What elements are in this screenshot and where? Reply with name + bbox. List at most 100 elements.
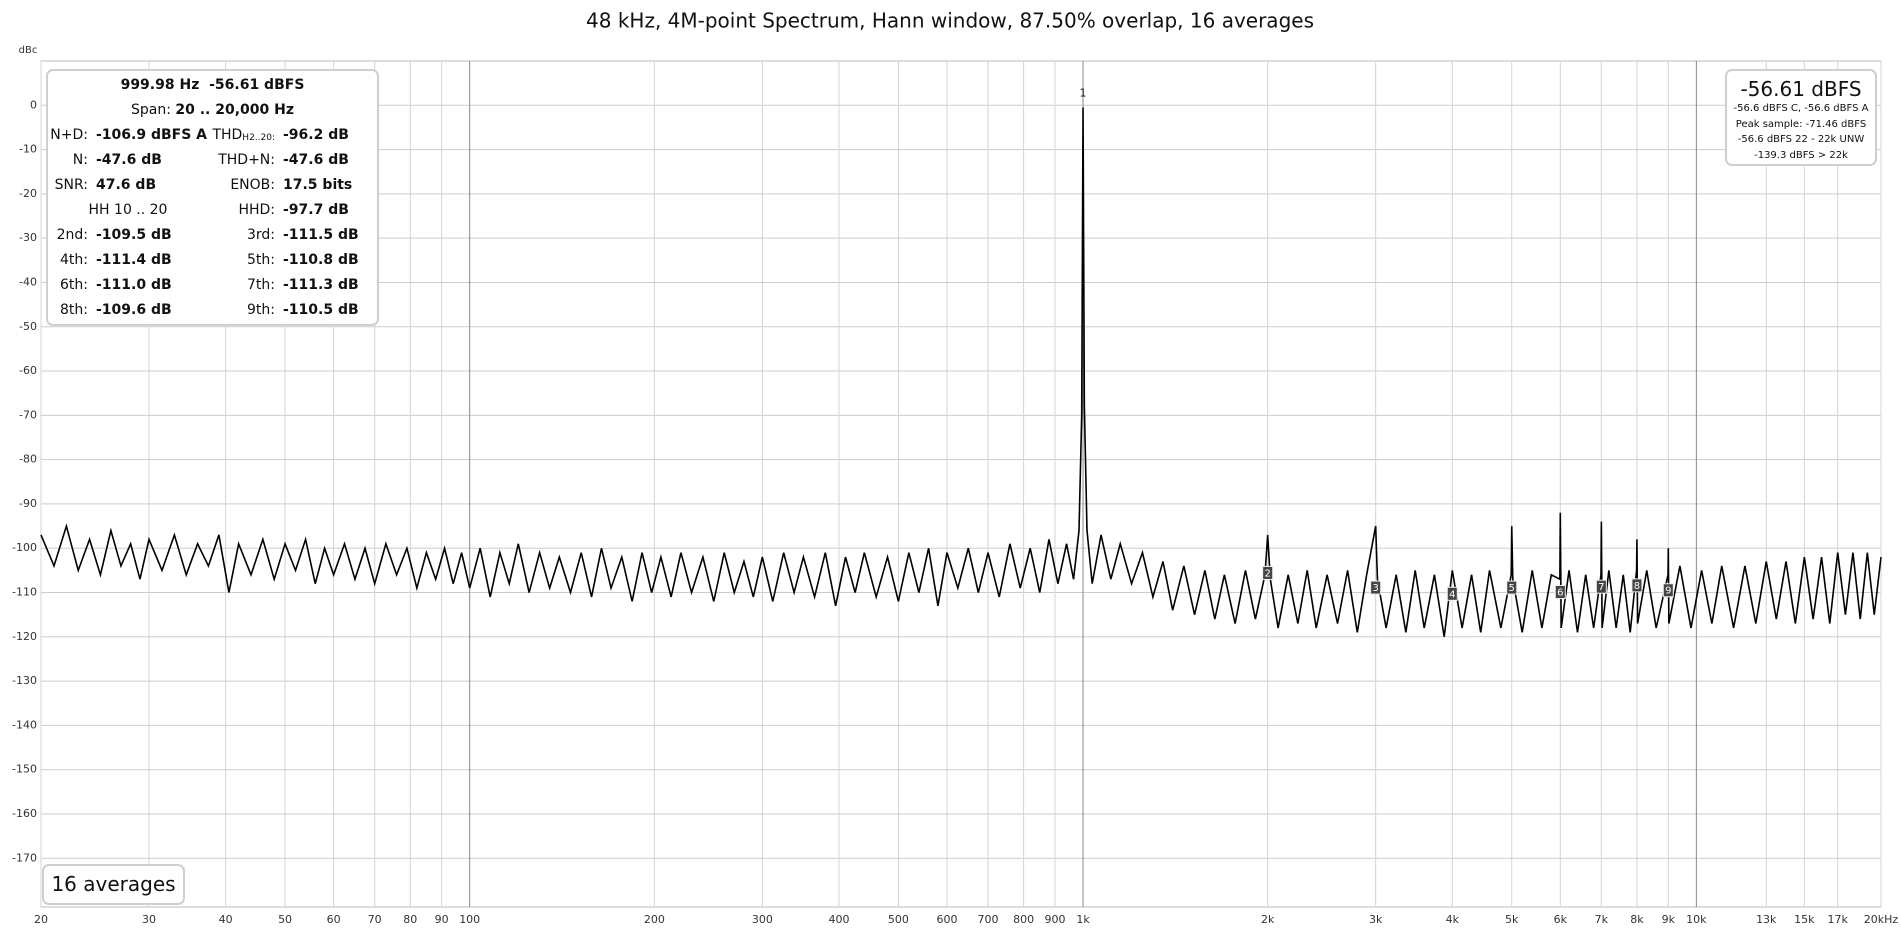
row-label-text: ENOB: [230, 177, 275, 193]
row-value: -110.8 dB [283, 252, 359, 268]
y-tick-label: -170 [12, 851, 37, 864]
x-tick-label: 13k [1756, 913, 1777, 926]
row-label: 9th: [247, 302, 275, 318]
row-label-text: 3rd: [246, 227, 275, 243]
marker-label: 5 [1509, 583, 1515, 594]
row-value: -97.7 dB [283, 202, 349, 218]
row-label-text: 4th: [60, 252, 88, 268]
x-tick-label: 600 [936, 913, 957, 926]
row-label: N+D: [50, 127, 88, 143]
x-tick-label: 60 [327, 913, 341, 926]
x-tick-label: 1k [1076, 913, 1090, 926]
row-value: 47.6 dB [96, 177, 157, 193]
marker-box [1446, 586, 1458, 601]
row-label-sub: H2..20: [242, 133, 275, 143]
level-line: -56.6 dBFS C, -56.6 dBFS A [1733, 103, 1869, 114]
x-tick-label: 200 [644, 913, 665, 926]
x-tick-label: 17k [1828, 913, 1849, 926]
y-tick-label: -160 [12, 807, 37, 820]
x-tick-label: 40 [219, 913, 233, 926]
row-label: 4th: [60, 252, 88, 268]
row-label: ENOB: [230, 177, 275, 193]
y-tick-label: -30 [19, 231, 37, 244]
row-label-text: SNR: [54, 177, 88, 193]
level-value: -56.61 dBFS [1740, 77, 1862, 101]
row-label-text: HHD: [238, 202, 275, 218]
marker-box [1662, 583, 1674, 598]
y-tick-label: -40 [19, 275, 37, 288]
y-tick-label: 0 [30, 98, 37, 111]
x-tick-label: 20kHz [1864, 913, 1899, 926]
y-tick-label: -80 [19, 453, 37, 466]
marker-box [1262, 565, 1274, 580]
marker-box [1631, 578, 1643, 593]
x-tick-label: 80 [403, 913, 417, 926]
row-label: HH 10 .. 20 [88, 202, 168, 218]
y-tick-label: -150 [12, 763, 37, 776]
row-label-text: 9th: [247, 302, 275, 318]
row-label-text: 6th: [60, 277, 88, 293]
row-value: -109.6 dB [96, 302, 172, 318]
row-label: SNR: [55, 177, 88, 193]
y-tick-label: -140 [12, 718, 37, 731]
x-tick-label: 70 [368, 913, 382, 926]
row-value: -111.4 dB [96, 252, 172, 268]
row-label-text: THD+N: [218, 152, 275, 168]
row-value: -111.0 dB [96, 277, 172, 293]
row-label: 7th: [247, 277, 275, 293]
y-tick-label: -100 [12, 541, 37, 554]
row-label: 8th: [60, 302, 88, 318]
level-line: Peak sample: -71.46 dBFS [1735, 118, 1867, 130]
marker-box [1554, 585, 1566, 600]
marker-label: 6 [1557, 588, 1563, 599]
marker-label: 2 [1264, 568, 1270, 579]
x-tick-label: 4k [1446, 913, 1460, 926]
chart-title: 48 kHz, 4M-point Spectrum, Hann window, … [586, 9, 1314, 33]
row-label-text: N: [72, 152, 88, 168]
x-tick-label: 8k [1630, 913, 1644, 926]
row-value: 17.5 bits [283, 177, 353, 193]
row-label-text: 2nd: [56, 227, 88, 243]
y-tick-label: -130 [12, 674, 37, 687]
x-tick-label: 20 [34, 913, 48, 926]
spectrum-line [40, 107, 1882, 637]
x-tick-label: 300 [752, 913, 773, 926]
marker-label: 8 [1634, 581, 1640, 592]
x-tick-label: 900 [1044, 913, 1065, 926]
row-label-text: N+D: [50, 127, 88, 143]
marker-label: 3 [1372, 583, 1378, 594]
level-panel: -56.61 dBFS -56.6 dBFS C, -56.6 dBFS A Pe… [1725, 69, 1877, 166]
row-label: HHD: [238, 202, 275, 218]
y-tick-label: -60 [19, 364, 37, 377]
x-tick-label: 500 [888, 913, 909, 926]
row-label-text: 8th: [60, 302, 88, 318]
x-tick-label: 6k [1554, 913, 1568, 926]
row-label: 6th: [60, 277, 88, 293]
row-value: -111.3 dB [283, 277, 359, 293]
row-label: THD+N: [218, 152, 275, 168]
x-tick-label: 30 [142, 913, 156, 926]
row-value: -111.5 dB [283, 227, 359, 243]
y-axis-label: dBc [19, 45, 38, 56]
y-tick-label: -10 [19, 143, 37, 156]
marker-box [1370, 580, 1382, 595]
row-value: -96.2 dB [283, 127, 349, 143]
row-label-text: 5th: [247, 252, 275, 268]
marker-label: 7 [1598, 582, 1604, 593]
y-tick-label: -110 [12, 586, 37, 599]
span-label: Span: [130, 102, 171, 118]
row-label-text: THD [212, 127, 243, 143]
row-value: -109.5 dB [96, 227, 172, 243]
span-line: Span: 20 .. 20,000 Hz [48, 102, 377, 118]
span-value: 20 .. 20,000 Hz [175, 102, 295, 118]
x-tick-label: 15k [1794, 913, 1815, 926]
row-label: 5th: [247, 252, 275, 268]
row-value: -106.9 dBFS A [96, 127, 208, 143]
x-tick-label: 3k [1369, 913, 1383, 926]
x-tick-label: 5k [1505, 913, 1519, 926]
marker-box [1595, 579, 1607, 594]
x-tick-label: 2k [1261, 913, 1275, 926]
x-tick-label: 100 [459, 913, 480, 926]
x-tick-label: 7k [1595, 913, 1609, 926]
